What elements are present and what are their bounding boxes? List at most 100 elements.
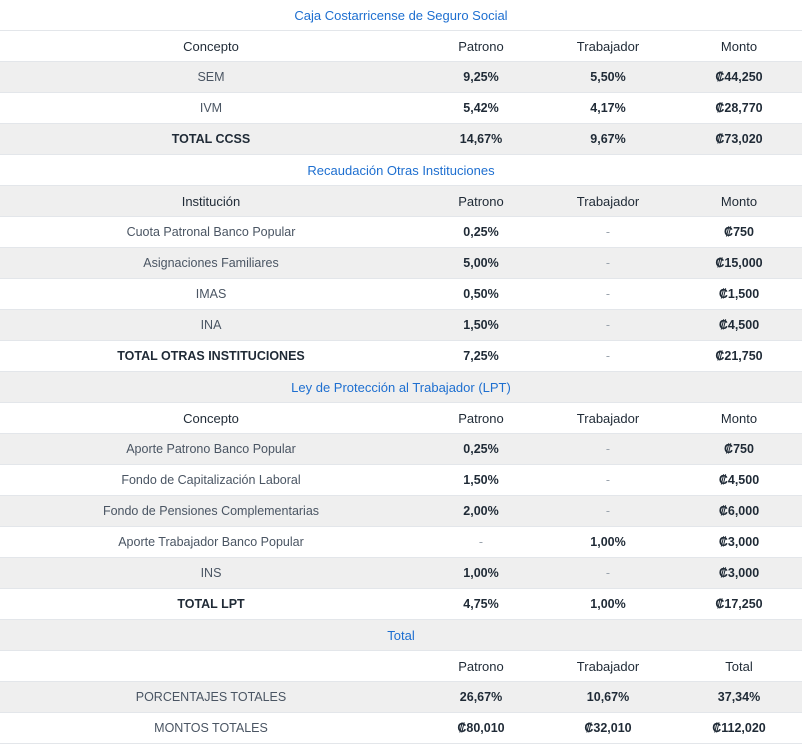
table-row: MONTOS TOTALES ₡80,010 ₡32,010 ₡112,020 [0,713,802,744]
patrono-value: ₡80,010 [457,721,505,735]
column-header-concepto: Concepto [183,410,239,426]
patrono-value: 26,67% [459,690,503,704]
monto-value: ₡21,750 [715,349,763,363]
column-header-monto: Monto [720,38,758,54]
total-row: TOTAL OTRAS INSTITUCIONES 7,25% - ₡21,75… [0,341,802,372]
row-label: SEM [197,70,225,84]
table-row: SEM 9,25% 5,50% ₡44,250 [0,62,802,93]
row-label: TOTAL CCSS [171,132,251,146]
trabajador-value: - [605,287,611,301]
table-row: Asignaciones Familiares 5,00% - ₡15,000 [0,248,802,279]
table-row: Aporte Trabajador Banco Popular - 1,00% … [0,527,802,558]
table-row: PORCENTAJES TOTALES 26,67% 10,67% 37,34% [0,682,802,713]
patrono-value: 4,75% [463,597,499,611]
patrono-value: 14,67% [459,132,503,146]
table-row: Fondo de Pensiones Complementarias 2,00%… [0,496,802,527]
table-row: INA 1,50% - ₡4,500 [0,310,802,341]
monto-value: ₡73,020 [715,132,763,146]
table-row: Aporte Patrono Banco Popular 0,25% - ₡75… [0,434,802,465]
row-label: INS [200,566,222,580]
trabajador-value: 1,00% [590,597,626,611]
table-row: IVM 5,42% 4,17% ₡28,770 [0,93,802,124]
row-label: Fondo de Pensiones Complementarias [102,504,320,518]
trabajador-value: 10,67% [586,690,630,704]
table-header-row: Concepto Patrono Trabajador Monto [0,403,802,434]
row-label: INA [200,318,222,332]
row-label: TOTAL OTRAS INSTITUCIONES [117,349,305,363]
row-label: Aporte Patrono Banco Popular [126,442,296,456]
trabajador-value: 4,17% [590,101,626,115]
column-header-monto: Monto [720,410,758,426]
column-header-total: Total [725,658,753,674]
section-title-ccss: Caja Costarricense de Seguro Social [0,0,802,31]
table-row: Fondo de Capitalización Laboral 1,50% - … [0,465,802,496]
patrono-value: 1,50% [463,473,499,487]
row-label: PORCENTAJES TOTALES [135,690,287,704]
column-header-trabajador: Trabajador [576,38,640,54]
row-label: IVM [199,101,223,115]
total-row: TOTAL LPT 4,75% 1,00% ₡17,250 [0,589,802,620]
table-header-row: Institución Patrono Trabajador Monto [0,186,802,217]
total-value: 37,34% [717,690,761,704]
patrono-value: 0,25% [463,225,499,239]
table-row: INS 1,00% - ₡3,000 [0,558,802,589]
column-header-trabajador: Trabajador [576,193,640,209]
column-header-trabajador: Trabajador [576,410,640,426]
section-title-total: Total [0,620,802,651]
table-header-row: Patrono Trabajador Total [0,651,802,682]
column-header-patrono: Patrono [458,193,504,209]
section-title-lpt: Ley de Protección al Trabajador (LPT) [0,372,802,403]
patrono-value: 7,25% [463,349,499,363]
patrono-value: 5,00% [463,256,499,270]
row-label: TOTAL LPT [177,597,245,611]
column-header-patrono: Patrono [458,38,504,54]
trabajador-value: - [605,473,611,487]
trabajador-value: - [605,225,611,239]
column-header-concepto: Concepto [183,38,239,54]
trabajador-value: - [605,349,611,363]
trabajador-value: - [605,318,611,332]
row-label: Aporte Trabajador Banco Popular [118,535,304,549]
monto-value: ₡750 [724,225,754,239]
row-label: Cuota Patronal Banco Popular [126,225,296,239]
patrono-value: 1,00% [463,566,499,580]
table-row: IMAS 0,50% - ₡1,500 [0,279,802,310]
monto-value: ₡3,000 [718,535,760,549]
table-header-row: Concepto Patrono Trabajador Monto [0,31,802,62]
trabajador-value: ₡32,010 [584,721,632,735]
monto-value: ₡1,500 [718,287,760,301]
monto-value: ₡17,250 [715,597,763,611]
monto-value: ₡4,500 [718,318,760,332]
monto-value: ₡28,770 [715,101,763,115]
column-header-monto: Monto [720,193,758,209]
patrono-value: 1,50% [463,318,499,332]
total-value: ₡112,020 [712,721,766,735]
trabajador-value: - [605,256,611,270]
trabajador-value: - [605,566,611,580]
trabajador-value: 1,00% [590,535,626,549]
table-row: Cuota Patronal Banco Popular 0,25% - ₡75… [0,217,802,248]
column-header-patrono: Patrono [458,658,504,674]
total-row: TOTAL CCSS 14,67% 9,67% ₡73,020 [0,124,802,155]
trabajador-value: 5,50% [590,70,626,84]
patrono-value: 9,25% [463,70,499,84]
trabajador-value: 9,67% [590,132,626,146]
monto-value: ₡44,250 [715,70,763,84]
patrono-value: 0,25% [463,442,499,456]
monto-value: ₡750 [724,442,754,456]
column-header-patrono: Patrono [458,410,504,426]
monto-value: ₡6,000 [718,504,760,518]
row-label: MONTOS TOTALES [154,721,268,735]
row-label: Asignaciones Familiares [143,256,279,270]
trabajador-value: - [605,442,611,456]
patrono-value: 2,00% [463,504,499,518]
row-label: IMAS [195,287,227,301]
monto-value: ₡4,500 [718,473,760,487]
column-header-trabajador: Trabajador [576,658,640,674]
monto-value: ₡15,000 [715,256,763,270]
patrono-value: 5,42% [463,101,499,115]
patrono-value: 0,50% [463,287,499,301]
trabajador-value: - [605,504,611,518]
column-header-institucion: Institución [181,193,241,209]
